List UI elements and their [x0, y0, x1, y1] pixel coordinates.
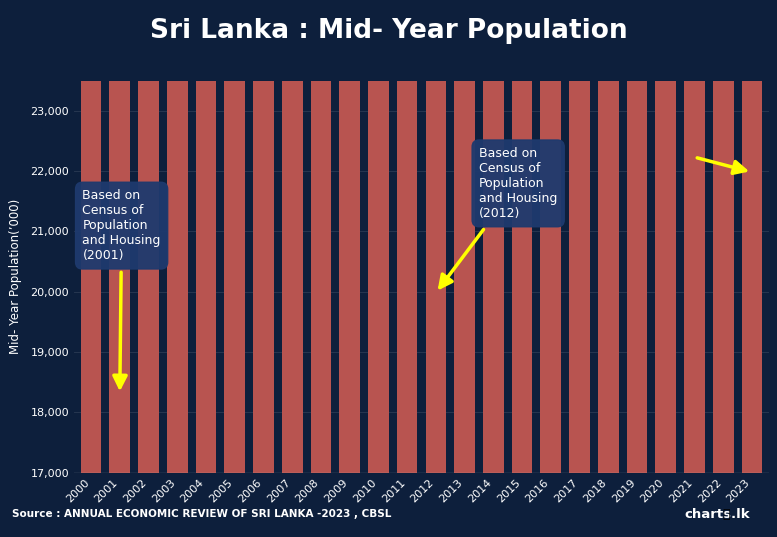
Bar — [570, 0, 590, 473]
Bar — [311, 0, 331, 473]
Bar — [81, 0, 102, 473]
Text: Sri Lanka : Mid- Year Population: Sri Lanka : Mid- Year Population — [150, 18, 627, 44]
Text: Source : ANNUAL ECONOMIC REVIEW OF SRI LANKA -2023 , CBSL: Source : ANNUAL ECONOMIC REVIEW OF SRI L… — [12, 509, 391, 519]
Bar — [138, 0, 159, 473]
Bar — [340, 0, 360, 473]
Y-axis label: Mid- Year Population(’000): Mid- Year Population(’000) — [9, 199, 22, 354]
Bar — [656, 0, 676, 473]
Text: Based on
Census of
Population
and Housing
(2001): Based on Census of Population and Housin… — [82, 189, 161, 388]
Text: charts.lk: charts.lk — [685, 507, 750, 521]
Bar — [167, 0, 187, 473]
Bar — [512, 0, 532, 473]
Bar — [282, 0, 302, 473]
Bar — [110, 0, 130, 473]
Bar — [368, 0, 388, 473]
Bar — [196, 0, 216, 473]
Bar — [713, 0, 733, 473]
Bar — [397, 0, 417, 473]
Bar — [225, 0, 245, 473]
Bar — [455, 0, 475, 473]
Bar — [685, 0, 705, 473]
Bar — [426, 0, 446, 473]
Bar — [598, 0, 618, 473]
Bar — [627, 0, 647, 473]
Bar — [483, 0, 503, 473]
Text: Based on
Census of
Population
and Housing
(2012): Based on Census of Population and Housin… — [440, 147, 557, 287]
Bar — [741, 0, 762, 473]
Bar — [541, 0, 561, 473]
Bar — [253, 0, 274, 473]
Text: 🔥: 🔥 — [723, 507, 730, 521]
